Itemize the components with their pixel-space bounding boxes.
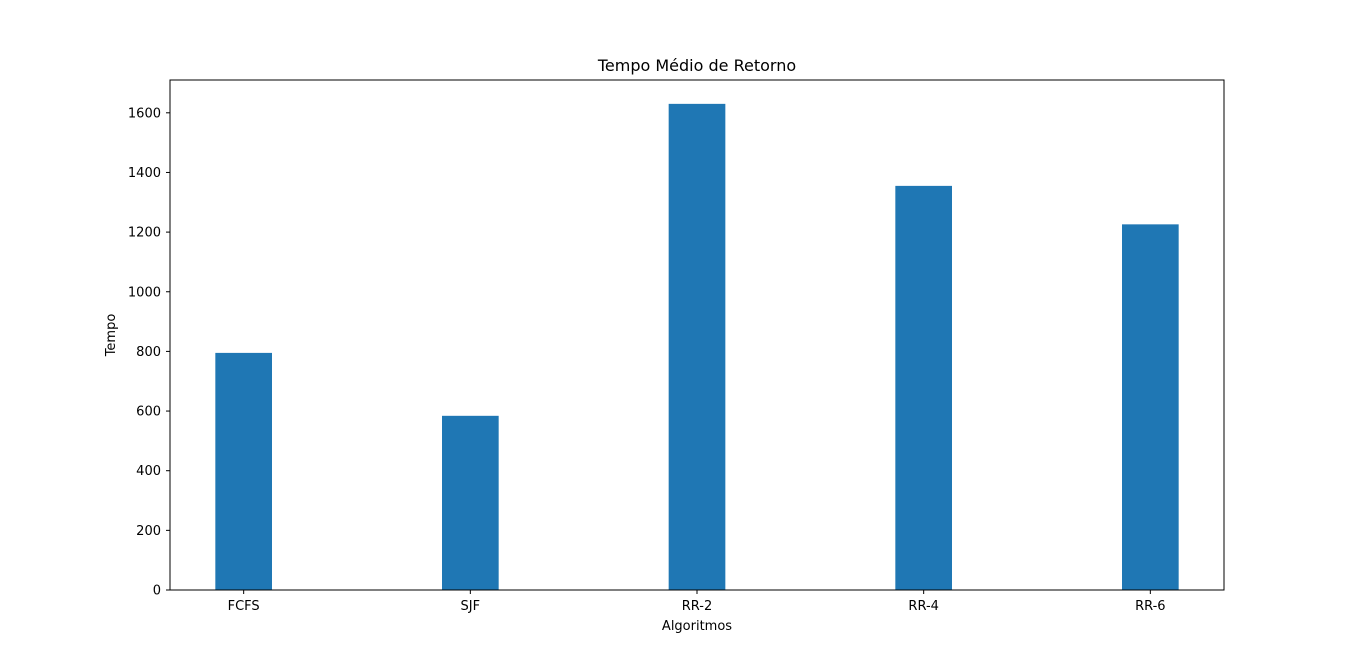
bar-sjf bbox=[442, 415, 499, 590]
bar-fcfs bbox=[215, 352, 272, 590]
bars-group bbox=[215, 103, 1179, 591]
y-tick-label: 800 bbox=[136, 345, 161, 360]
y-tick-label: 400 bbox=[136, 464, 161, 479]
x-axis: FCFS SJF RR-2 RR-4 RR-6 bbox=[228, 590, 1166, 614]
bar-rr-6 bbox=[1122, 224, 1179, 590]
y-tick-label: 1200 bbox=[128, 226, 161, 241]
x-tick-label: FCFS bbox=[228, 599, 260, 614]
y-tick-label: 200 bbox=[136, 524, 161, 539]
y-axis: 0 200 400 600 800 1000 1200 1400 1600 bbox=[128, 106, 170, 599]
x-tick-label: RR-4 bbox=[908, 599, 939, 614]
chart-title: Tempo Médio de Retorno bbox=[597, 56, 796, 75]
bar-rr-4 bbox=[895, 185, 952, 590]
y-tick-label: 600 bbox=[136, 405, 161, 420]
y-tick-label: 1400 bbox=[128, 166, 161, 181]
y-tick-label: 1000 bbox=[128, 285, 161, 300]
x-tick-label: SJF bbox=[461, 599, 481, 614]
x-tick-label: RR-2 bbox=[682, 599, 713, 614]
y-tick-label: 1600 bbox=[128, 106, 161, 121]
x-tick-label: RR-6 bbox=[1135, 599, 1166, 614]
y-tick-label: 0 bbox=[153, 584, 161, 599]
bar-rr-2 bbox=[668, 103, 726, 591]
x-axis-label: Algoritmos bbox=[662, 619, 732, 634]
y-axis-label: Tempo bbox=[104, 314, 119, 358]
